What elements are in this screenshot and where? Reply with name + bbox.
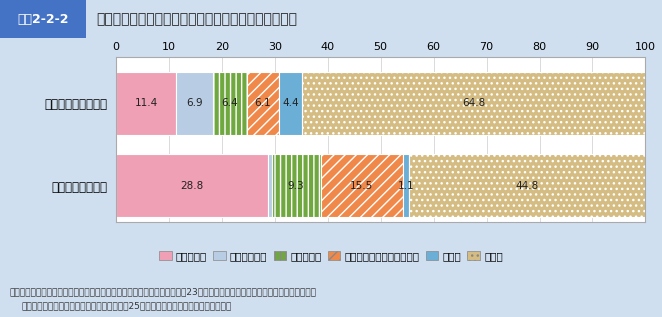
Text: 1.1: 1.1 [397, 181, 414, 191]
Bar [116, 72, 176, 134]
FancyBboxPatch shape [0, 0, 86, 38]
Text: 28.8: 28.8 [181, 181, 204, 191]
Bar [279, 72, 303, 134]
Text: 64.8: 64.8 [462, 98, 485, 108]
Bar [176, 72, 213, 134]
Text: 生活習慣病の医療費に占める割合と死因に占める割合: 生活習慣病の医療費に占める割合と死因に占める割合 [96, 12, 297, 26]
Text: 6.4: 6.4 [221, 98, 238, 108]
Bar [268, 154, 271, 217]
Bar [321, 154, 403, 217]
Text: 6.1: 6.1 [254, 98, 271, 108]
Bar [271, 154, 321, 217]
Text: 15.5: 15.5 [350, 181, 373, 191]
Text: ては、厚生労働省大臣官房統計情報部「平成25年人口動態統計月報年計（概数）」。: ては、厚生労働省大臣官房統計情報部「平成25年人口動態統計月報年計（概数）」。 [22, 302, 232, 311]
Text: 6.9: 6.9 [186, 98, 203, 108]
Text: 図表2-2-2: 図表2-2-2 [17, 12, 69, 26]
Text: 9.3: 9.3 [288, 181, 305, 191]
Bar [403, 154, 408, 217]
Bar [213, 72, 247, 134]
Bar [408, 154, 646, 217]
Text: 44.8: 44.8 [516, 181, 539, 191]
Bar [247, 72, 279, 134]
Bar [116, 154, 268, 217]
Text: 資料：「医療費に占める割合」は、厚生労働省大臣官房統計情報部「平成23年度国民医療費」。「死因に占める割合」につい: 資料：「医療費に占める割合」は、厚生労働省大臣官房統計情報部「平成23年度国民医… [10, 287, 317, 296]
Legend: 悪性新生物, 高血圧性疾患, 脳血管疾患, 心疾患（高血圧性を除く）, 糖尿病, その他: 悪性新生物, 高血圧性疾患, 脳血管疾患, 心疾患（高血圧性を除く）, 糖尿病,… [155, 247, 507, 265]
Bar [303, 72, 645, 134]
Text: 11.4: 11.4 [134, 98, 158, 108]
Text: 4.4: 4.4 [282, 98, 299, 108]
